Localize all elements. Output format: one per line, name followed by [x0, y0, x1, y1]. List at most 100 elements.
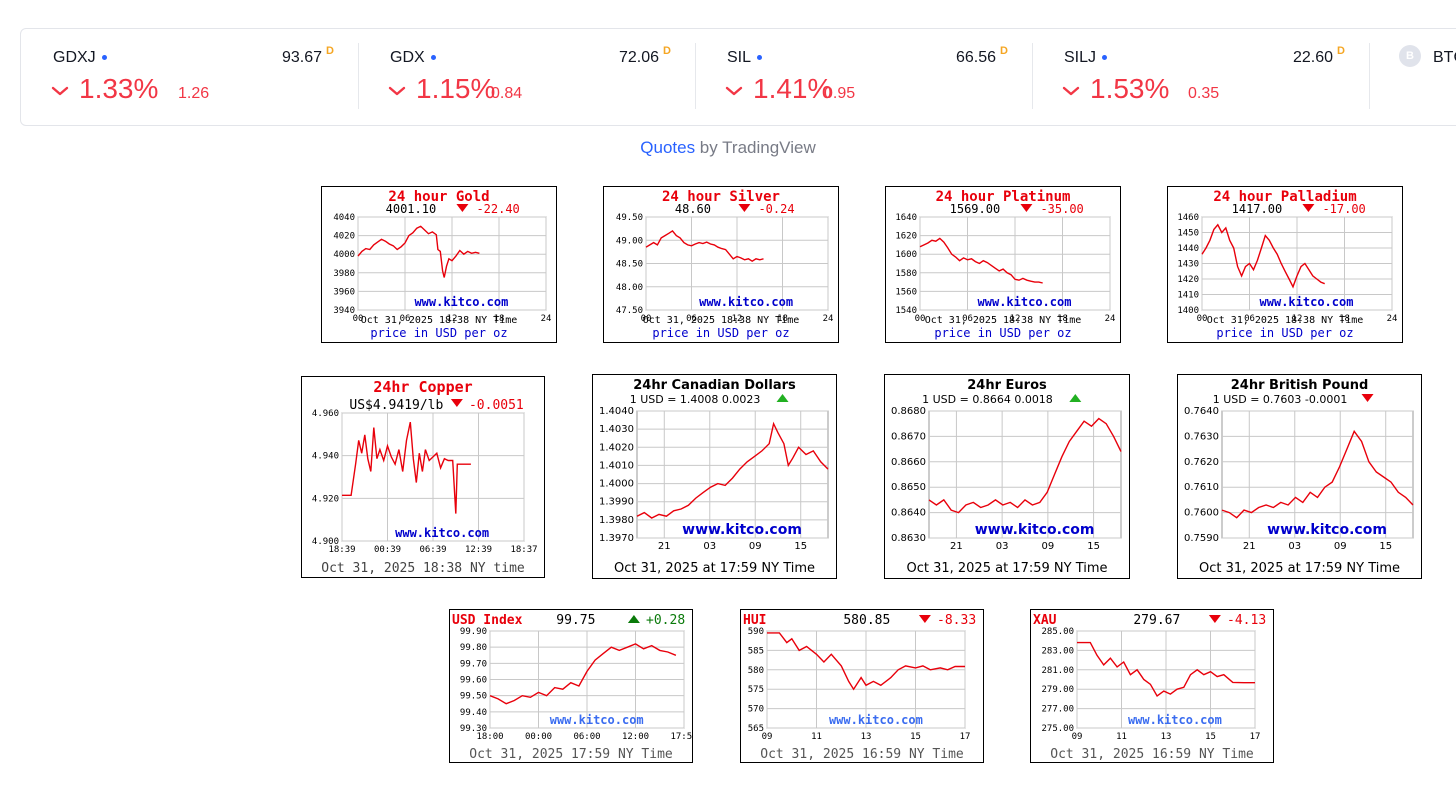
chart-value: 580.85 — [843, 613, 890, 628]
y-tick-label: 1430 — [1177, 260, 1199, 270]
y-tick-label: 1560 — [895, 287, 917, 297]
grid — [1222, 410, 1413, 539]
triangle-down-icon — [1208, 615, 1221, 623]
chart-title: 24 hour Platinum — [936, 189, 1071, 205]
chart-usd-index[interactable]: 99.90 99.80 99.70 99.60 99.50 99.40 99.30 18:00… — [449, 609, 693, 763]
chart-xau[interactable]: 285.00 283.00 281.00 279.00 277.00 275.00 09 11… — [1030, 609, 1274, 763]
kitco-watermark: www.kitco.com — [978, 295, 1072, 309]
triangle-down-icon — [450, 399, 463, 407]
y-tick-label: 575 — [748, 685, 764, 695]
kitco-watermark: www.kitco.com — [699, 295, 793, 309]
y-tick-label: 1.3990 — [599, 497, 634, 508]
chart-24-hour-silver[interactable]: 49.50 49.00 48.50 48.00 47.50 00 06 12 18 24 www.k… — [603, 186, 839, 343]
grid — [929, 410, 1121, 539]
ticker-item-sil[interactable]: SIL 66.56 D 1.41% 0.95 — [695, 29, 1032, 125]
ticker-price: 66.56 — [955, 49, 996, 66]
chart-24hr-canadian-dollars[interactable]: 1.4040 1.4030 1.4020 1.4010 1.4000 1.3990 1.39… — [592, 374, 837, 579]
y-tick-label: 580 — [748, 666, 764, 676]
tradingview-attribution: Quotes by TradingView — [0, 138, 1456, 158]
price-series-line — [919, 237, 1043, 284]
y-tick-label: 1580 — [895, 269, 917, 279]
chart-date: Oct 31, 2025 at 17:59 NY Time — [614, 561, 815, 576]
x-tick-label: 17 — [960, 732, 971, 742]
chart-24hr-copper[interactable]: 4.960 4.940 4.920 4.900 18:39 00:39 06:39 12:39… — [301, 376, 545, 578]
x-tick-label: 24 — [823, 314, 834, 324]
chart-24hr-british-pound[interactable]: 0.7640 0.7630 0.7620 0.7610 0.7600 0.7590 21 03… — [1177, 374, 1422, 579]
chart-title: 24hr Euros — [967, 378, 1047, 393]
y-tick-label: 4.940 — [312, 452, 339, 462]
quotes-link[interactable]: Quotes — [640, 138, 696, 157]
y-tick-label: 1440 — [1177, 244, 1199, 254]
kitco-watermark: www.kitco.com — [1267, 522, 1387, 538]
triangle-down-icon — [1361, 394, 1374, 402]
chart-hui[interactable]: 590 585 580 575 570 565 09 11 13 15 17 www.kitco.co… — [740, 609, 984, 763]
y-tick-label: 1540 — [895, 306, 917, 316]
x-tick-label: 09 — [762, 732, 773, 742]
y-tick-label: 47.50 — [616, 306, 643, 316]
y-tick-label: 277.00 — [1041, 705, 1074, 715]
chart-change: -35.00 — [1040, 202, 1083, 216]
ticker-item-gdxj[interactable]: GDXJ 93.67 D 1.33% 1.26 — [21, 29, 358, 125]
x-tick-label: 06 — [400, 314, 411, 324]
live-dot-icon — [757, 55, 763, 61]
y-tick-label: 1410 — [1177, 291, 1199, 301]
ticker-item-gdx[interactable]: GDX 72.06 D 1.15% 0.84 — [358, 29, 695, 125]
chart-date: Oct 31, 2025 18:38 NY Time — [643, 315, 800, 326]
chart-change: -4.13 — [1227, 613, 1266, 628]
y-tick-label: 0.8630 — [891, 533, 926, 544]
x-tick-label: 00 — [915, 314, 926, 324]
chart-change: -0.0051 — [469, 398, 524, 413]
x-tick-label: 03 — [996, 541, 1009, 552]
x-tick-label: 06:00 — [573, 732, 600, 742]
ticker-price: 72.06 — [618, 49, 659, 66]
ticker-absolute-change: 1.26 — [178, 85, 210, 102]
x-tick-label: 03 — [1288, 541, 1301, 552]
ticker-divider — [358, 43, 359, 109]
y-tick-label: 1.4030 — [599, 424, 634, 435]
x-tick-label: 18 — [777, 314, 788, 324]
x-tick-label: 15 — [1087, 541, 1100, 552]
grid — [637, 410, 828, 539]
chart-24-hour-gold[interactable]: 4040 4020 4000 3980 3960 3940 00 06 12 18 24 www.ki… — [321, 186, 557, 343]
y-tick-label: 3940 — [333, 306, 355, 316]
x-tick-label: 11 — [811, 732, 822, 742]
x-tick-label: 06 — [1244, 314, 1255, 324]
price-series-line — [1201, 223, 1325, 289]
y-tick-label: 48.50 — [616, 260, 643, 270]
attribution-by-text[interactable]: by TradingView — [695, 138, 816, 157]
x-tick-label: 06:39 — [419, 545, 446, 555]
y-tick-label: 1450 — [1177, 229, 1199, 239]
price-series-line — [489, 643, 677, 705]
x-tick-label: 18 — [494, 314, 505, 324]
y-tick-label: 3980 — [333, 269, 355, 279]
ticker-symbol: SILJ — [1064, 49, 1108, 67]
chart-24hr-euros[interactable]: 0.8680 0.8670 0.8660 0.8650 0.8640 0.8630 21 03… — [884, 374, 1130, 579]
ticker-divider — [1032, 43, 1033, 109]
grid — [489, 630, 685, 729]
chart-value: 48.60 — [675, 202, 711, 216]
ticker-item-btc[interactable]: B BTC — [1369, 29, 1456, 125]
triangle-down-icon — [1020, 204, 1033, 212]
delayed-badge: D — [663, 45, 671, 57]
ticker-percent-change: 1.53% — [1090, 73, 1170, 104]
chart-24-hour-palladium[interactable]: 1460 1450 1440 1430 1420 1410 1400 00 06 12 18 24 ww… — [1167, 186, 1403, 343]
kitco-watermark: www.kitco.com — [682, 522, 802, 538]
price-series-line — [1221, 429, 1414, 519]
triangle-up-icon — [1069, 394, 1082, 402]
chart-24-hour-platinum[interactable]: 1640 1620 1600 1580 1560 1540 00 06 12 18 24 www.ki… — [885, 186, 1121, 343]
chart-title: USD Index — [452, 613, 523, 628]
x-tick-label: 17:58 — [670, 732, 692, 742]
x-tick-label: 18 — [1339, 314, 1350, 324]
price-series-line — [636, 421, 829, 519]
triangle-down-icon — [918, 615, 931, 623]
x-tick-label: 18:37 — [510, 545, 537, 555]
x-tick-label: 13 — [1161, 732, 1172, 742]
ticker-item-silj[interactable]: SILJ 22.60 D 1.53% 0.35 — [1032, 29, 1369, 125]
chart-date: Oct 31, 2025 16:59 NY Time — [1050, 747, 1254, 762]
chart-date: Oct 31, 2025 18:38 NY time — [321, 561, 525, 576]
x-tick-label: 21 — [950, 541, 963, 552]
triangle-up-icon — [776, 394, 789, 402]
y-tick-label: 99.30 — [460, 724, 487, 734]
chart-title: 24 hour Silver — [662, 189, 780, 205]
chart-title: XAU — [1033, 613, 1057, 628]
